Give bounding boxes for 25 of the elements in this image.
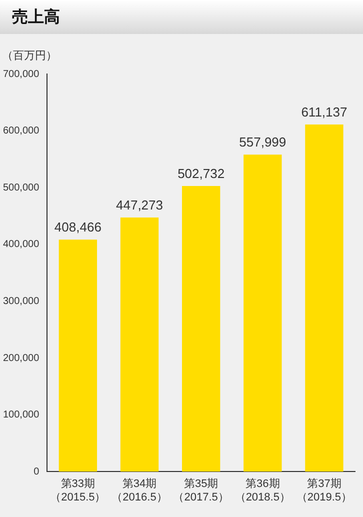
y-tick-label: 600,000 [2, 126, 40, 137]
x-tick-label: 第35期（2017.5） [173, 478, 229, 504]
bar [244, 154, 282, 472]
bar [305, 124, 344, 472]
data-label: 447,273 [116, 198, 164, 213]
x-tick-label: 第33期（2015.5） [50, 478, 106, 504]
bar [58, 240, 98, 472]
y-tick-label: 500,000 [2, 182, 40, 194]
y-tick-label: 0 [34, 466, 40, 478]
data-label: 408,466 [54, 220, 102, 235]
x-tick-label: 第37期（2019.5） [296, 478, 352, 504]
bar [182, 186, 220, 472]
y-tick-label: 400,000 [2, 239, 40, 250]
y-tick-label: 100,000 [2, 410, 40, 421]
data-label: 557,999 [239, 134, 286, 150]
x-tick-label: 第36期（2018.5） [234, 478, 290, 504]
y-axis-title: （百万円） [1, 49, 58, 64]
y-tick-label: 200,000 [2, 352, 40, 364]
chart-title: 売上高 [0, 0, 363, 34]
bar [120, 218, 159, 472]
x-tick-label: 第34期（2016.5） [112, 478, 168, 504]
y-tick-label: 700,000 [2, 68, 40, 80]
y-tick-label: 300,000 [2, 296, 40, 307]
data-label: 611,137 [301, 104, 348, 120]
data-label: 502,732 [178, 166, 225, 182]
